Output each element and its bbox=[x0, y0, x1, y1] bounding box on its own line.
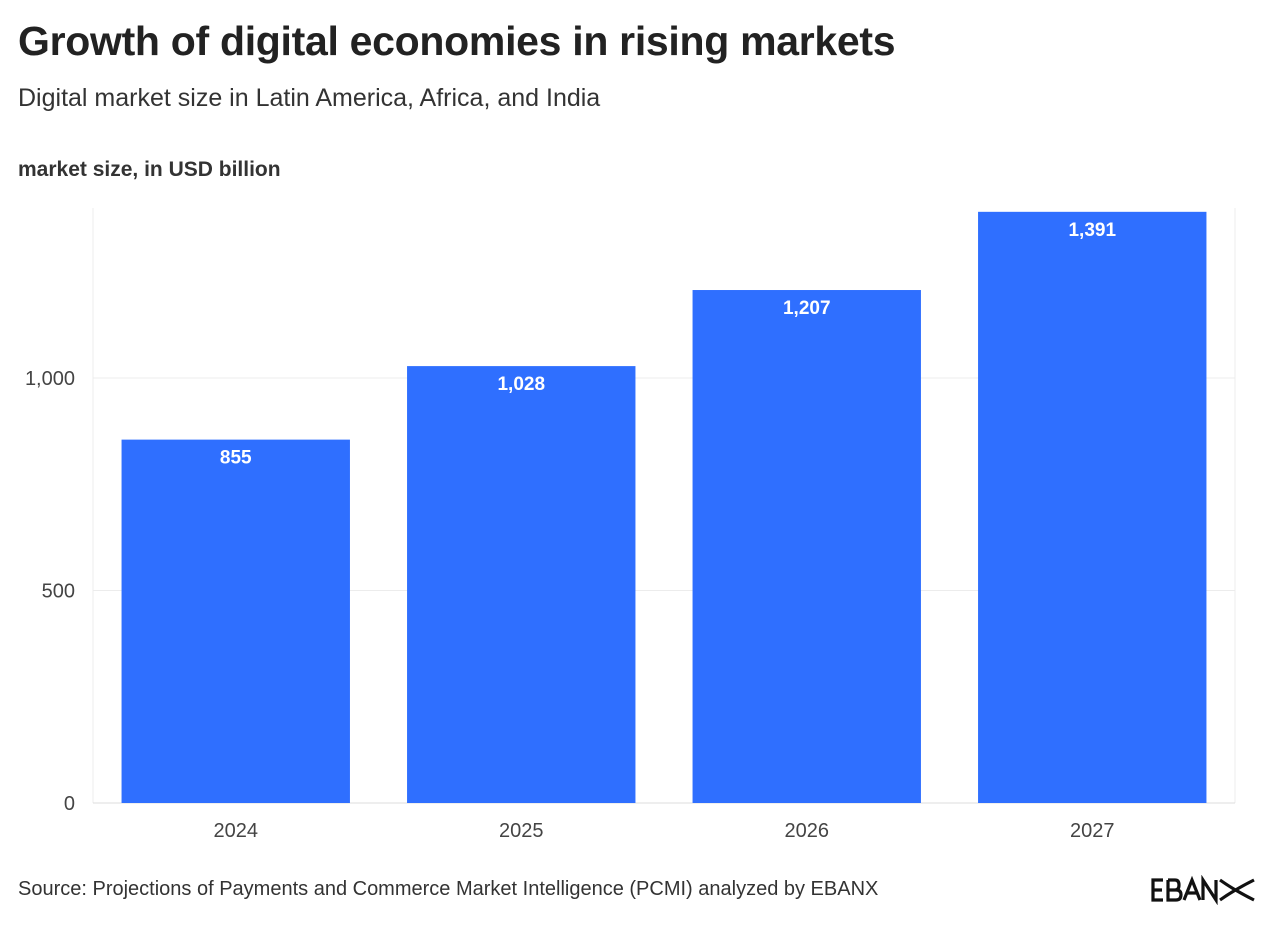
x-tick-label: 2025 bbox=[499, 820, 544, 842]
y-axis-label: market size, in USD billion bbox=[18, 158, 281, 181]
bar-2024 bbox=[121, 439, 350, 803]
chart-title: Growth of digital economies in rising ma… bbox=[18, 18, 896, 64]
data-label-2027: 1,391 bbox=[1068, 220, 1116, 241]
ebanx-logo bbox=[1151, 875, 1255, 905]
data-label-2024: 855 bbox=[220, 448, 252, 469]
x-tick-label: 2024 bbox=[214, 820, 259, 842]
source-note: Source: Projections of Payments and Comm… bbox=[18, 878, 879, 900]
data-label-2025: 1,028 bbox=[497, 374, 545, 395]
x-tick-label: 2027 bbox=[1070, 820, 1115, 842]
data-label-2026: 1,207 bbox=[783, 298, 831, 319]
bar-2025 bbox=[407, 366, 636, 803]
chart-subtitle: Digital market size in Latin America, Af… bbox=[18, 84, 601, 112]
y-tick-label: 1,000 bbox=[25, 368, 75, 390]
y-tick-label: 0 bbox=[64, 793, 75, 815]
y-tick-label: 500 bbox=[42, 581, 75, 603]
bar-2027 bbox=[978, 211, 1207, 803]
x-tick-label: 2026 bbox=[785, 820, 830, 842]
bar-2026 bbox=[692, 290, 921, 803]
